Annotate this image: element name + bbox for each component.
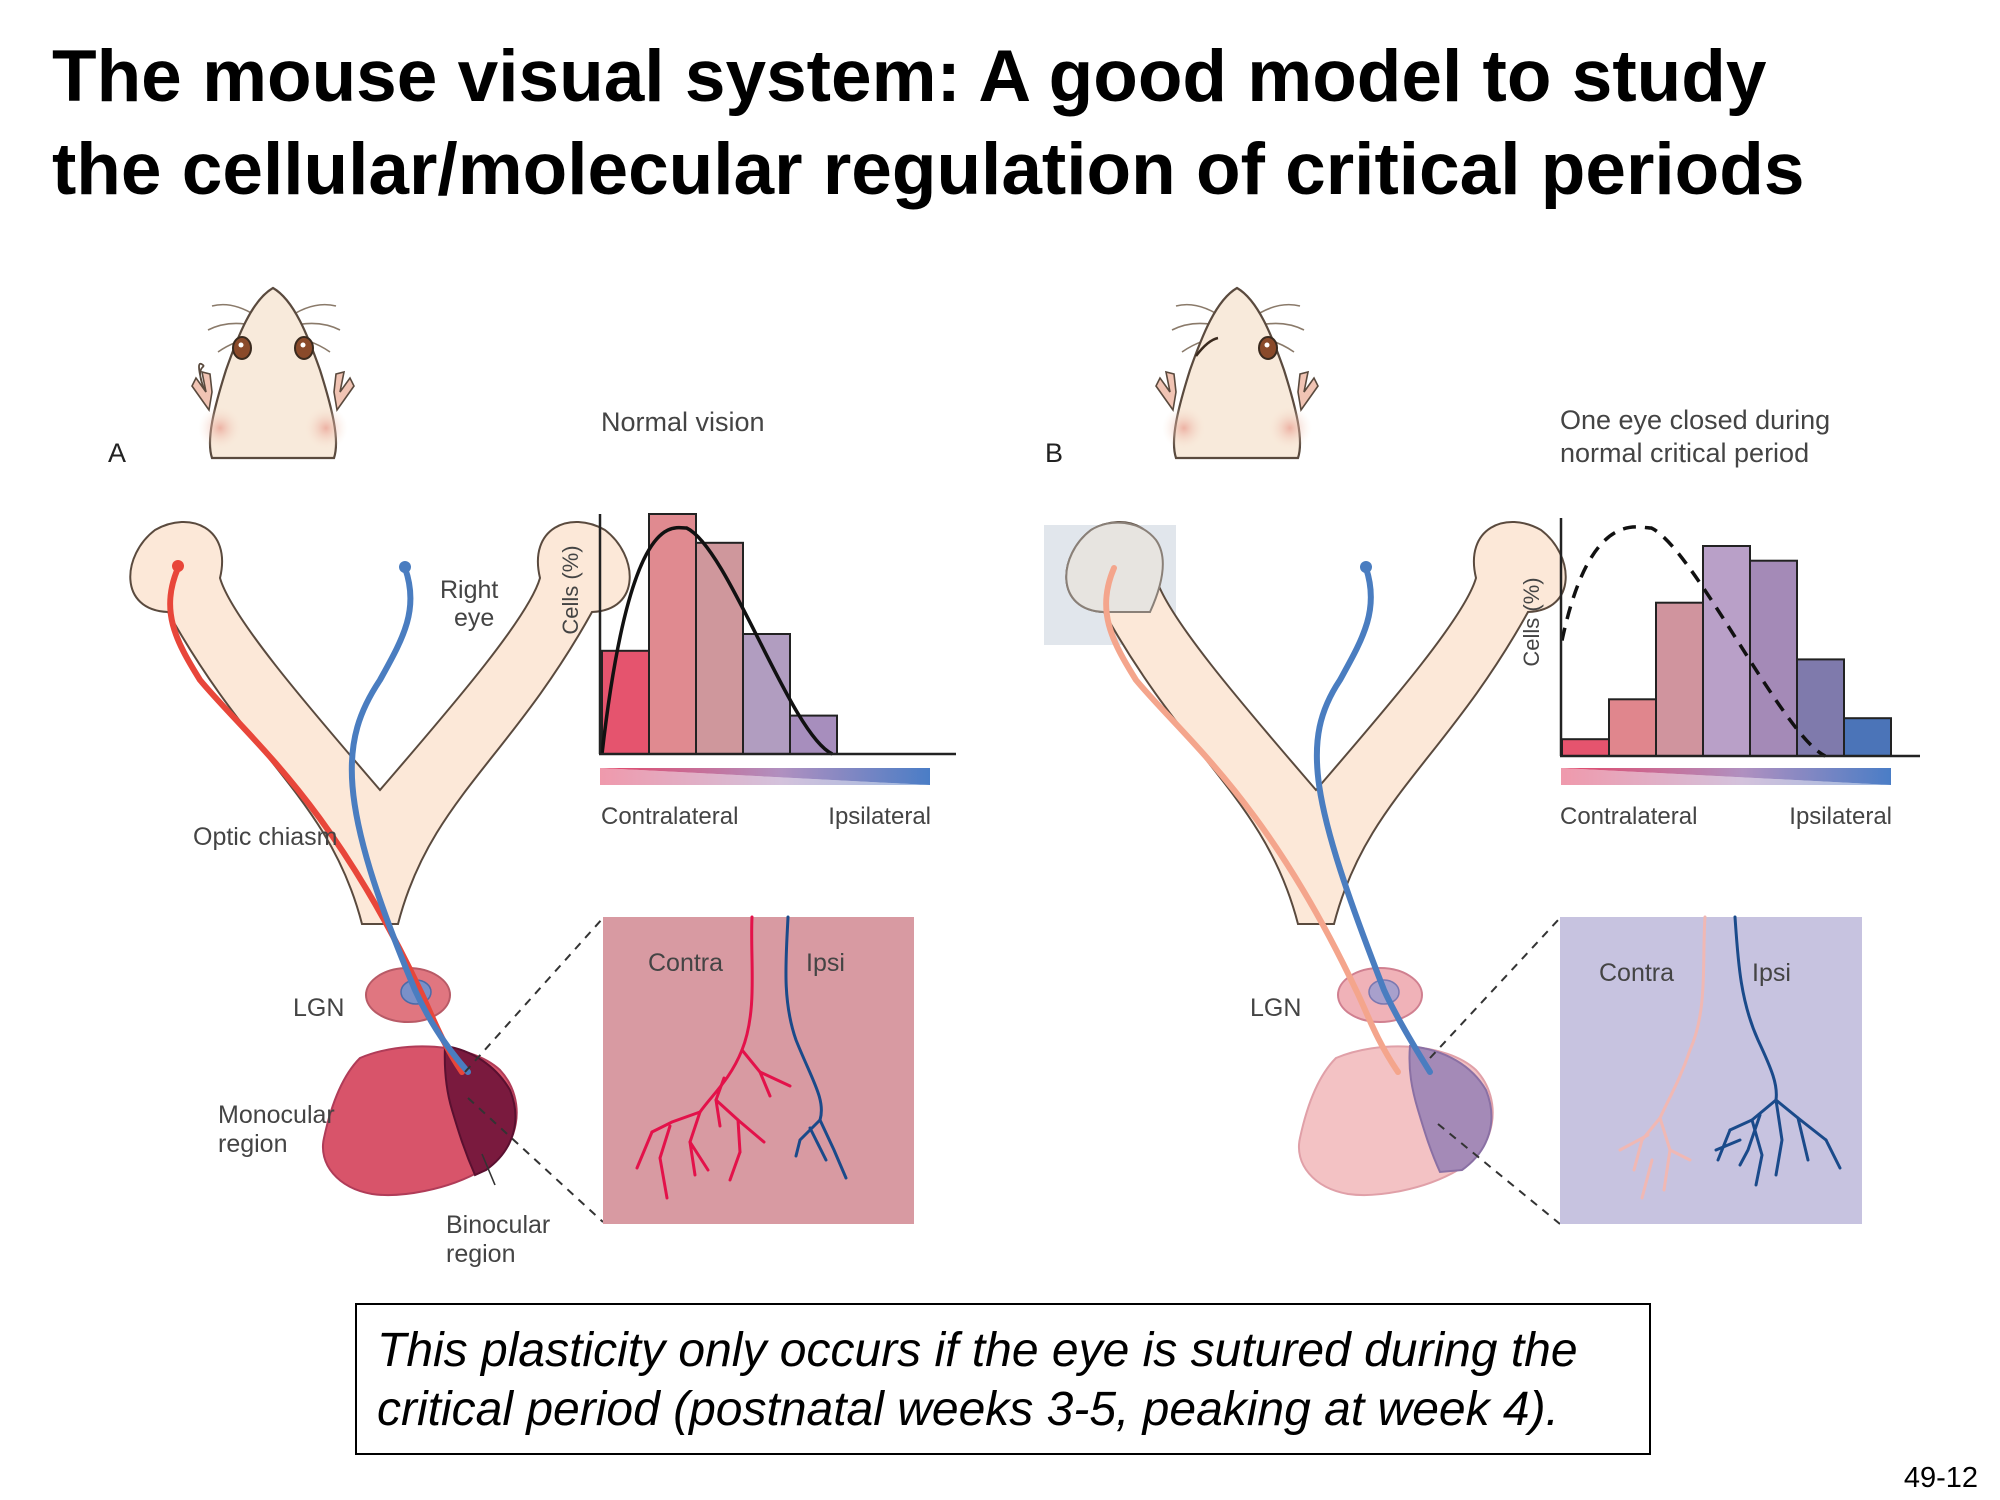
optic-chiasm-label: Optic chiasm [193, 823, 337, 851]
visual-pathway-a [129, 521, 631, 1223]
lgn-label-b: LGN [1250, 994, 1301, 1022]
title-line-1: The mouse visual system: A good model to… [52, 36, 1767, 117]
panel-b-letter: B [1045, 438, 1063, 468]
title-line-2: the cellular/molecular regulation of cri… [52, 129, 1805, 210]
ipsilateral-label-a: Ipsilateral [828, 803, 931, 830]
inset-b-background [1560, 917, 1862, 1224]
bars-b [1561, 545, 1892, 758]
inset-b: Contra Ipsi [1560, 915, 1862, 1224]
histogram-b-title: normal critical period [1560, 438, 1809, 468]
paw-icon [1297, 370, 1319, 413]
eye-icon [294, 336, 314, 360]
histogram-a-ylabel: Cells (%) [558, 545, 583, 634]
lgn-label-a: LGN [293, 994, 344, 1022]
right-eye-label: eye [454, 604, 494, 632]
paw-icon [191, 370, 213, 413]
histogram-a-title: Normal vision [601, 407, 765, 437]
paw-icon [1155, 370, 1177, 413]
footnote-box: This plasticity only occurs if the eye i… [355, 1303, 1651, 1455]
eye-icon [1258, 336, 1278, 360]
inset-a-ipsi: Ipsi [806, 949, 845, 977]
contra-axon-b-faded [1103, 565, 1401, 1075]
distribution-curve-b [1560, 525, 1827, 758]
closed-eye-icon [1195, 336, 1219, 357]
ipsi-axon-a [348, 565, 471, 1075]
binocular-region-label: region [446, 1240, 516, 1268]
inset-b-ipsi: Ipsi [1752, 959, 1791, 987]
histogram-bar [1796, 658, 1845, 758]
inset-a: Contra Ipsi [603, 915, 914, 1224]
contra-arbor-a [635, 915, 792, 1200]
binocular-region-label: Binocular [446, 1211, 550, 1239]
histogram-b-ylabel: Cells (%) [1519, 577, 1544, 666]
ipsi-arbor-b [1714, 915, 1842, 1187]
panel-a: A [108, 286, 956, 1268]
mouse-head-b [1155, 286, 1319, 460]
inset-a-contra: Contra [648, 949, 723, 977]
histogram-bar [1608, 698, 1657, 757]
contralateral-label-b: Contralateral [1560, 803, 1697, 830]
paw-icon [333, 370, 355, 413]
optic-chiasm-shape [129, 521, 631, 925]
histogram-b-title: One eye closed during [1560, 405, 1830, 435]
histogram-b: One eye closed during normal critical pe… [1519, 405, 1920, 830]
binocular-region-a [443, 1044, 517, 1177]
histogram-bar [1561, 738, 1610, 758]
bars-a [601, 513, 838, 755]
eye-icon [232, 336, 252, 360]
visual-pathway-b [1044, 521, 1567, 1225]
contralateral-label-a: Contralateral [601, 803, 738, 830]
monocular-region-label: region [218, 1130, 288, 1158]
mouse-head-a [191, 286, 355, 460]
histogram-a: Normal vision Cells (%) Contralateral Ip… [558, 407, 956, 830]
histogram-bar [1749, 559, 1798, 758]
footnote-line-1: This plasticity only occurs if the eye i… [377, 1324, 1578, 1377]
histogram-bar [601, 649, 650, 755]
histogram-bar [1655, 601, 1704, 758]
ipsilateral-label-b: Ipsilateral [1789, 803, 1892, 830]
histogram-bar [648, 513, 697, 755]
monocular-region-label: Monocular [218, 1101, 335, 1129]
inset-b-contra: Contra [1599, 959, 1674, 987]
panel-b: B [1044, 286, 1920, 1225]
footnote-line-2: critical period (postnatal weeks 3-5, pe… [377, 1383, 1559, 1436]
contra-arbor-b [1618, 915, 1707, 1200]
histogram-bar [1843, 717, 1892, 758]
panel-a-letter: A [108, 438, 126, 468]
histogram-bar [695, 541, 744, 755]
distribution-curve-a [600, 525, 834, 756]
contra-axon-a [167, 565, 465, 1075]
slide-title: The mouse visual system: A good model to… [52, 30, 1952, 216]
ipsi-arbor-a [784, 915, 848, 1180]
ipsi-axon-b [1313, 565, 1433, 1075]
slide-number: 49-12 [1903, 1462, 1978, 1494]
binocular-region-b [1408, 1044, 1493, 1174]
right-eye-label: Right [440, 576, 498, 604]
